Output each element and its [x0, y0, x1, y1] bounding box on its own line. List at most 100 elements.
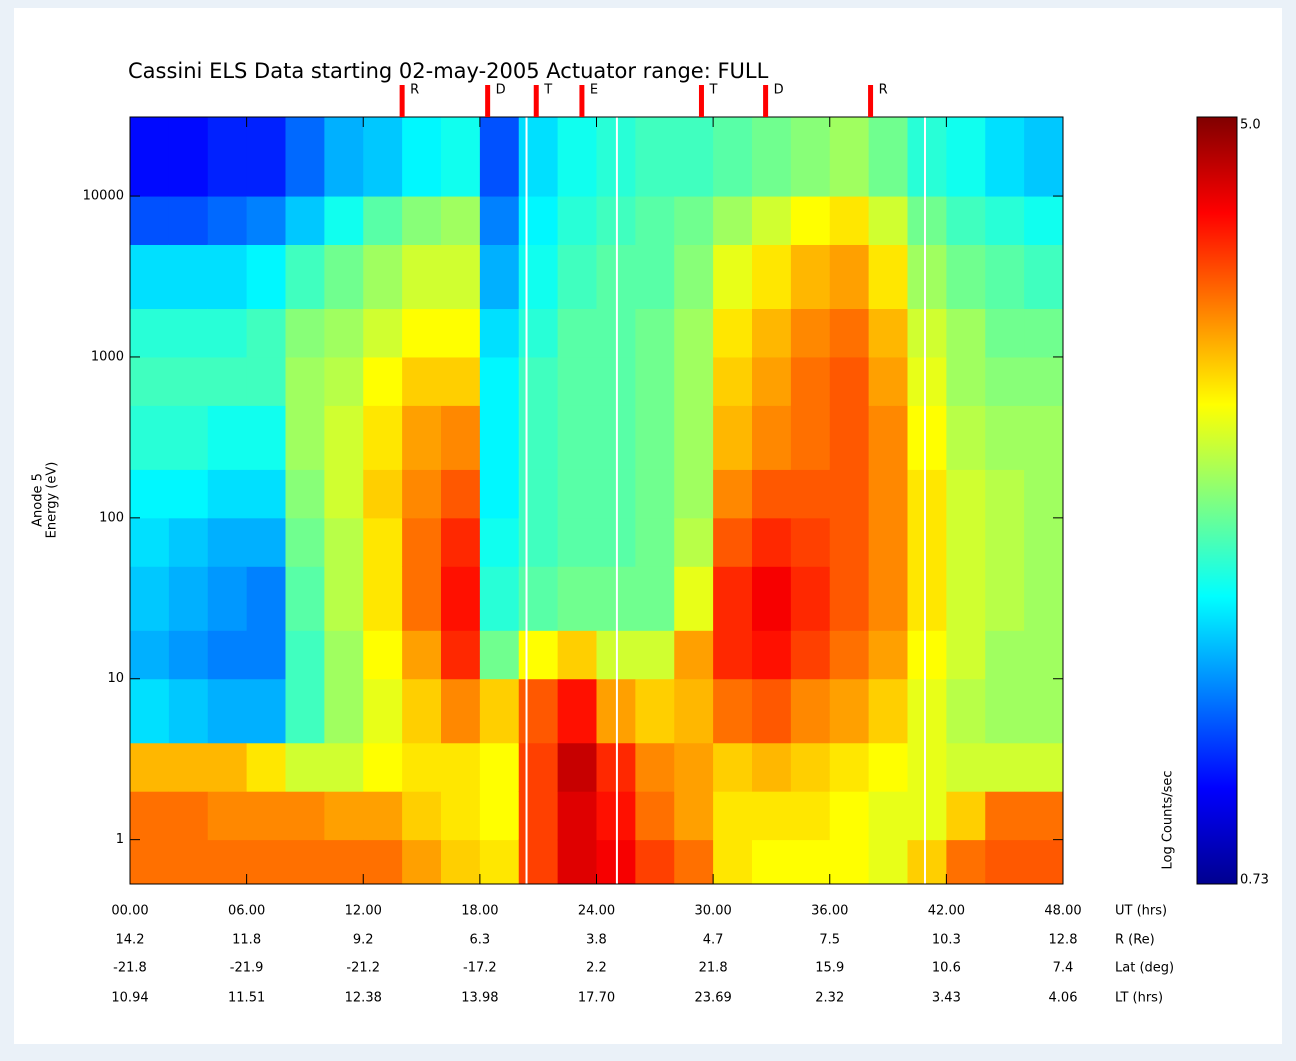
heatmap-cell [130, 405, 170, 470]
heatmap-cell [285, 742, 325, 792]
heatmap-cell [479, 566, 520, 631]
heatmap-cell [790, 244, 831, 310]
heatmap-cell [479, 308, 520, 358]
heatmap-cell [946, 405, 986, 470]
row-label: Lat (deg) [1115, 961, 1174, 976]
heatmap-cell [324, 742, 364, 792]
heatmap-cell [441, 566, 481, 631]
heatmap-cell [518, 117, 559, 197]
heatmap-cell [285, 308, 325, 358]
heatmap-cell [790, 791, 831, 841]
heatmap-cell [402, 839, 442, 885]
heatmap-cell [363, 405, 403, 470]
heatmap-cell [985, 566, 1025, 631]
heatmap-cell [829, 308, 870, 358]
row-value: -21.2 [346, 961, 380, 976]
heatmap-cell [790, 117, 831, 197]
heatmap-cell [479, 791, 520, 841]
heatmap-cell [479, 117, 520, 197]
heatmap-cell [713, 839, 753, 885]
heatmap-cell [246, 469, 286, 519]
heatmap-cell [674, 566, 714, 631]
heatmap-cell [479, 839, 520, 885]
heatmap-cell [1024, 356, 1064, 406]
heatmap-cell [207, 196, 248, 245]
heatmap-cell [868, 566, 908, 631]
heatmap-cell [168, 469, 209, 519]
heatmap-cell [324, 469, 364, 519]
heatmap-cell [713, 791, 753, 841]
heatmap-cell [363, 356, 403, 406]
heatmap-cell [363, 308, 403, 358]
heatmap-cell [557, 356, 597, 406]
event-marker [763, 85, 769, 117]
heatmap-cell [907, 517, 947, 567]
y-label: Energy (eV) [45, 462, 60, 539]
heatmap-cell [635, 566, 675, 631]
heatmap-cell [868, 517, 908, 567]
heatmap-cell [130, 791, 170, 841]
heatmap-cell [674, 742, 714, 792]
heatmap-cell [285, 566, 325, 631]
heatmap-cell [402, 244, 442, 310]
heatmap-cell [752, 244, 792, 310]
x-tick-label: 48.00 [1044, 904, 1081, 919]
heatmap-cell [402, 517, 442, 567]
heatmap-cell [285, 678, 325, 744]
heatmap-cell [168, 566, 209, 631]
heatmap-cell [246, 742, 286, 792]
heatmap-cell [829, 117, 870, 197]
heatmap-cell [441, 630, 481, 680]
heatmap-cell [285, 839, 325, 885]
heatmap-cell [946, 839, 986, 885]
heatmap-cell [557, 742, 597, 792]
heatmap-cell [441, 196, 481, 245]
heatmap-cell [130, 678, 170, 744]
heatmap-cell [479, 244, 520, 310]
heatmap-cell [324, 517, 364, 567]
heatmap-cell [324, 630, 364, 680]
heatmap-cell [946, 356, 986, 406]
heatmap-cell [557, 469, 597, 519]
heatmap-cell [868, 308, 908, 358]
heatmap-cell [441, 244, 481, 310]
heatmap-cell [713, 244, 753, 310]
heatmap-cell [752, 517, 792, 567]
heatmap-cell [441, 469, 481, 519]
heatmap-cell [207, 356, 248, 406]
y-tick-label: 10000 [83, 189, 124, 204]
heatmap-cell [441, 405, 481, 470]
heatmap-cell [868, 678, 908, 744]
heatmap-cell [829, 630, 870, 680]
heatmap-cell [557, 117, 597, 197]
heatmap-cell [402, 678, 442, 744]
row-value: -21.9 [230, 961, 264, 976]
heatmap-cell [285, 517, 325, 567]
heatmap-cell [674, 356, 714, 406]
heatmap-cell [518, 566, 559, 631]
heatmap-cell [324, 791, 364, 841]
heatmap-cell [324, 566, 364, 631]
row-value: 6.3 [470, 933, 491, 948]
heatmap-cell [907, 469, 947, 519]
heatmap-cell [168, 791, 209, 841]
row-label: UT (hrs) [1115, 904, 1167, 919]
heatmap-cell [130, 742, 170, 792]
heatmap-cell [402, 308, 442, 358]
heatmap-cell [829, 469, 870, 519]
heatmap-cell [635, 678, 675, 744]
heatmap-cell [479, 469, 520, 519]
row-value: 13.98 [461, 991, 498, 1006]
heatmap-cell [130, 566, 170, 631]
heatmap-cell [907, 678, 947, 744]
heatmap-cell [946, 196, 986, 245]
heatmap-cell [907, 244, 947, 310]
heatmap-cell [168, 308, 209, 358]
heatmap-cell [441, 742, 481, 792]
heatmap-cell [829, 566, 870, 631]
heatmap-cell [557, 244, 597, 310]
heatmap-cell [907, 196, 947, 245]
heatmap-cell [246, 630, 286, 680]
heatmap-cell [752, 839, 792, 885]
